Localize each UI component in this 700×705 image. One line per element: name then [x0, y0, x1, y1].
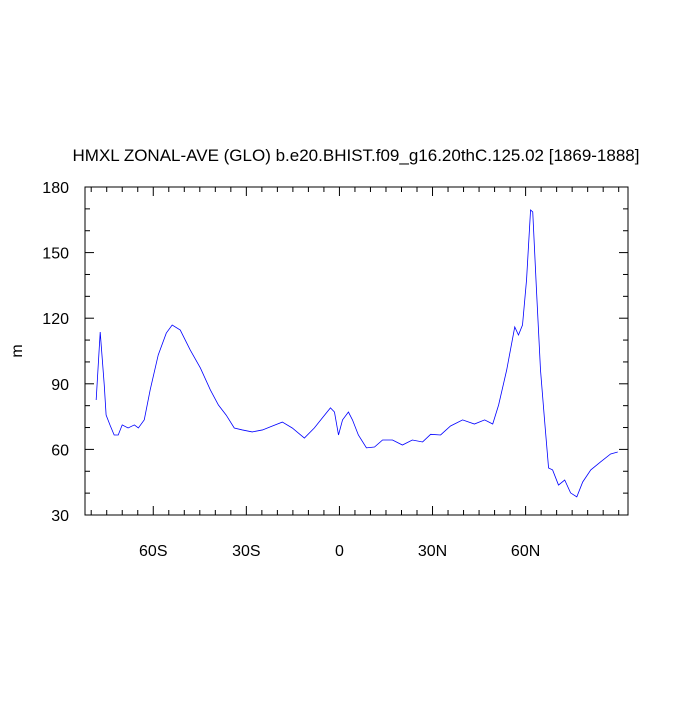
x-tick-label: 60S — [139, 543, 167, 560]
chart-title: HMXL ZONAL-AVE (GLO) b.e20.BHIST.f09_g16… — [73, 146, 640, 165]
x-tick-label: 30S — [232, 543, 260, 560]
y-tick-label: 120 — [42, 311, 69, 328]
x-tick-label: 0 — [335, 543, 344, 560]
data-line — [95, 209, 618, 498]
y-tick-label: 150 — [42, 246, 69, 263]
y-tick-label: 180 — [42, 180, 69, 197]
y-tick-label: 90 — [51, 377, 69, 394]
x-tick-label: 30N — [418, 543, 447, 560]
plot-frame — [84, 186, 629, 516]
y-tick-label: 60 — [51, 442, 69, 459]
x-tick-label: 60N — [511, 543, 540, 560]
y-axis-label: m — [9, 344, 26, 357]
y-tick-label: 30 — [51, 508, 69, 525]
